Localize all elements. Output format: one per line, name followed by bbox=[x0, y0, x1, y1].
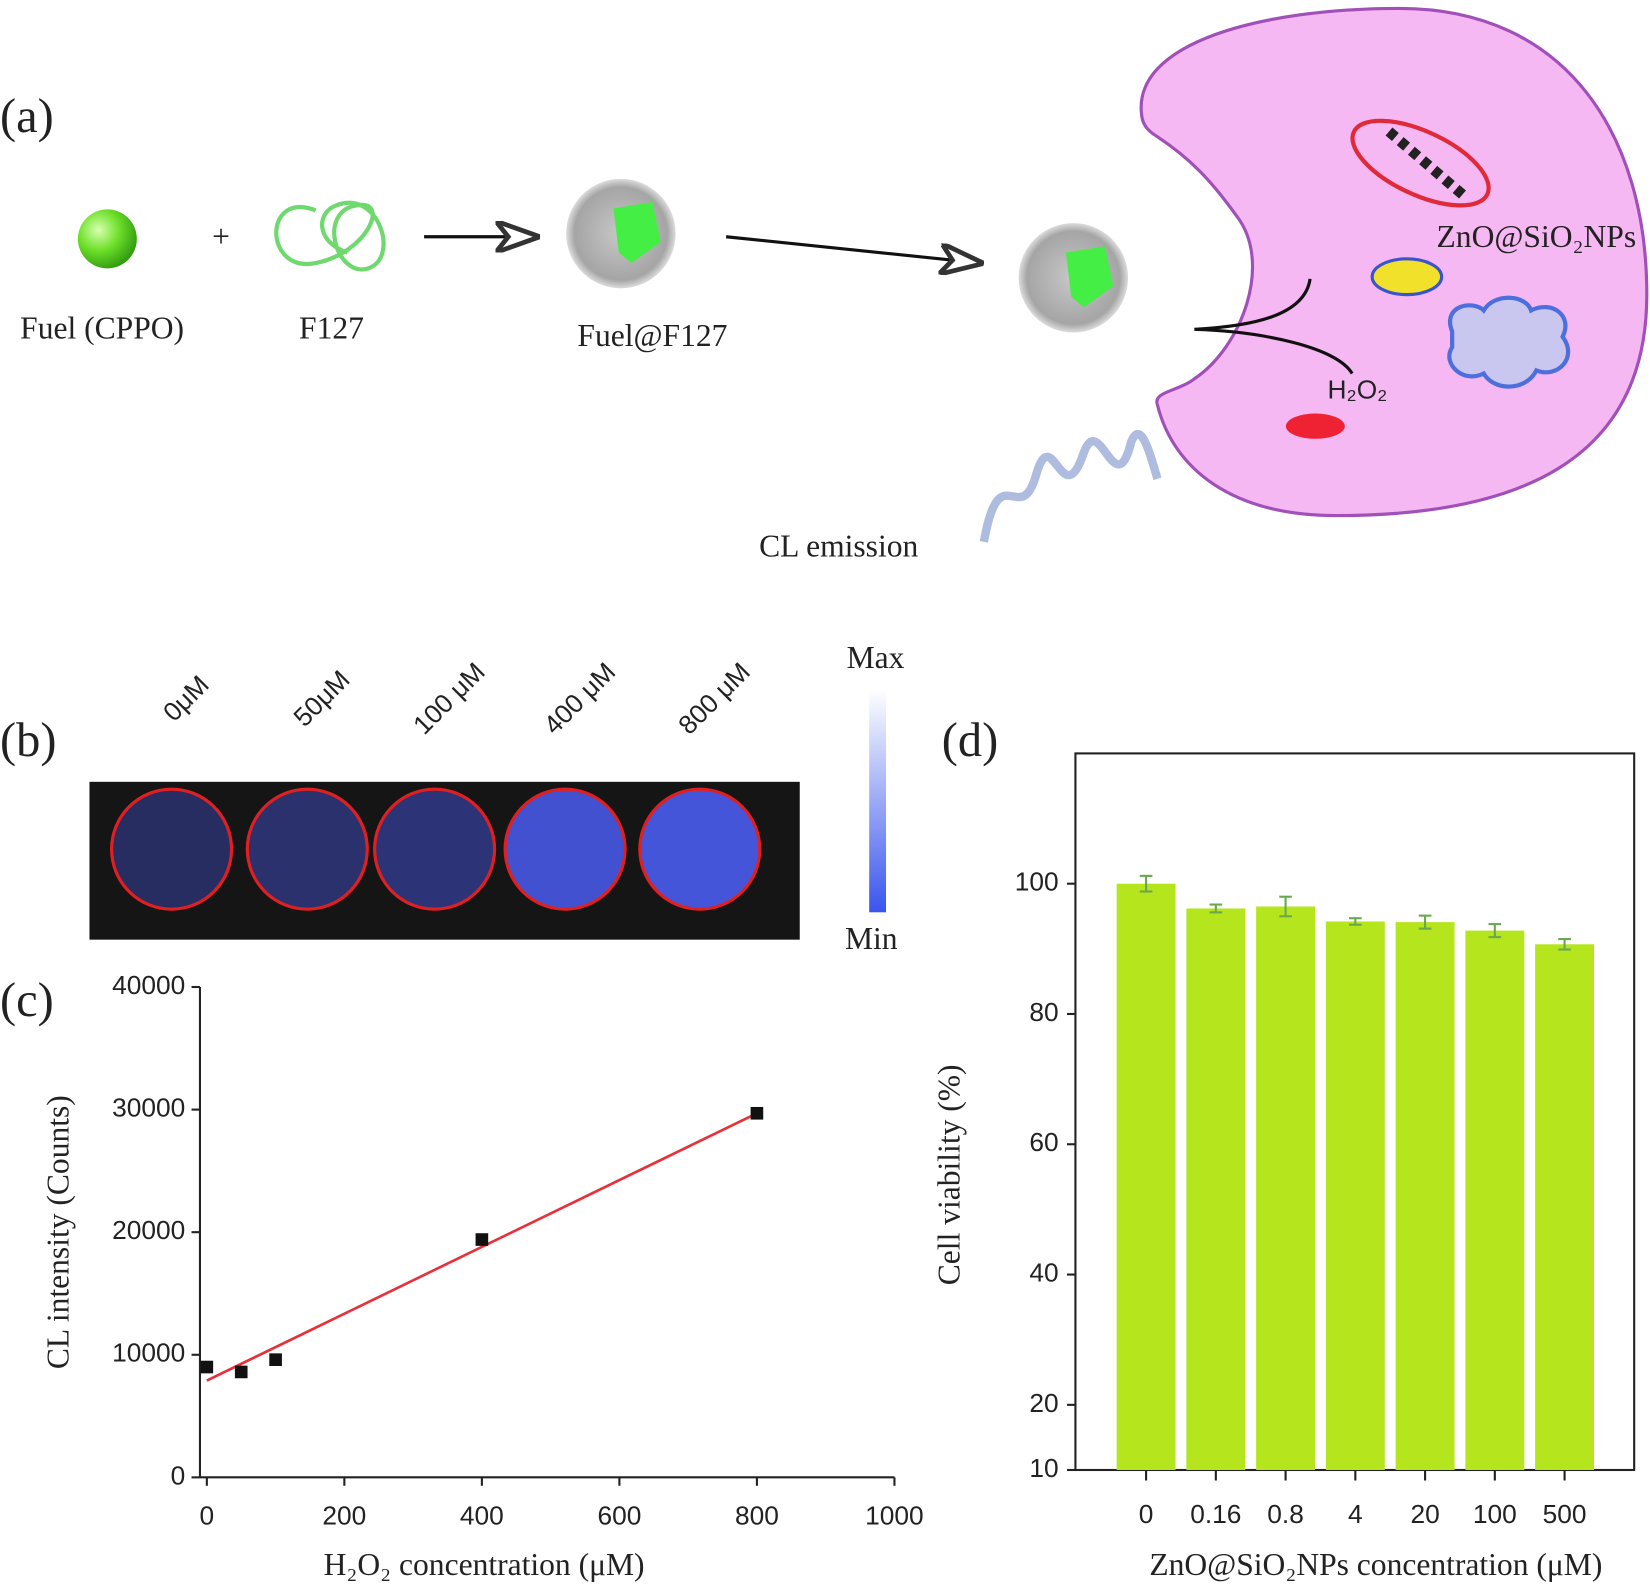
y-tick-label: 80 bbox=[1029, 997, 1058, 1027]
emission-label: CL emission bbox=[759, 529, 918, 564]
organelle bbox=[1285, 413, 1345, 439]
bar bbox=[1186, 908, 1246, 1470]
error-bar bbox=[1279, 895, 1292, 918]
bar bbox=[1256, 906, 1316, 1470]
organelle bbox=[1447, 295, 1571, 389]
well-label: 50μM bbox=[288, 664, 356, 732]
panel-label: (c) bbox=[0, 974, 54, 1027]
polymer-loop bbox=[274, 200, 386, 272]
fuel-sphere bbox=[77, 209, 137, 269]
well bbox=[373, 787, 497, 911]
emission-wave bbox=[979, 429, 1162, 543]
x-axis-title: ZnO@SiO₂NPs concentration (μM) bbox=[1149, 1547, 1602, 1582]
y-tick-label: 40 bbox=[1029, 1258, 1058, 1288]
y-tick-label: 30000 bbox=[112, 1093, 185, 1123]
x-tick-label: 100 bbox=[1473, 1499, 1517, 1529]
x-tick-label: 400 bbox=[460, 1500, 504, 1530]
bar bbox=[1465, 930, 1525, 1470]
y-tick-label: 0 bbox=[171, 1460, 186, 1490]
error-bar bbox=[1139, 874, 1153, 893]
dna bbox=[1385, 127, 1467, 199]
well bbox=[109, 787, 234, 911]
error-bar bbox=[1209, 903, 1223, 914]
panel-label: (d) bbox=[942, 714, 998, 767]
scale-min: Min bbox=[845, 921, 898, 956]
x-tick-label: 600 bbox=[597, 1500, 641, 1530]
data-point bbox=[269, 1353, 282, 1366]
nucleus bbox=[1350, 118, 1491, 208]
panel-label: (b) bbox=[0, 714, 56, 767]
error-bar bbox=[1488, 923, 1502, 939]
x-tick-label: 1000 bbox=[865, 1500, 924, 1530]
x-tick-label: 4 bbox=[1348, 1499, 1363, 1529]
y-tick-label: 60 bbox=[1029, 1127, 1058, 1157]
x-tick-label: 0.8 bbox=[1267, 1499, 1304, 1529]
micelle-core bbox=[613, 202, 661, 264]
x-tick-label: 0.16 bbox=[1190, 1499, 1241, 1529]
bar bbox=[1116, 883, 1176, 1470]
color-scale bbox=[869, 689, 887, 913]
error-bar bbox=[1418, 914, 1432, 930]
x-tick-label: 0 bbox=[1139, 1499, 1154, 1529]
data-point bbox=[475, 1233, 489, 1246]
data-point bbox=[750, 1106, 764, 1120]
error-bar bbox=[1558, 938, 1571, 951]
y-tick-label: 20 bbox=[1029, 1388, 1058, 1418]
bar bbox=[1395, 922, 1455, 1470]
micelle-label: Fuel@F127 bbox=[577, 318, 727, 353]
panel-label: (a) bbox=[0, 90, 54, 143]
wells bbox=[109, 787, 762, 911]
reaction-lines bbox=[1194, 278, 1354, 375]
y-tick-label: 10 bbox=[1029, 1453, 1058, 1483]
bar bbox=[1535, 944, 1595, 1470]
well-label: 800 μM bbox=[672, 656, 756, 740]
x-tick-label: 800 bbox=[735, 1500, 779, 1530]
y-tick-label: 100 bbox=[1015, 867, 1059, 897]
well bbox=[245, 787, 369, 911]
y-tick-label: 10000 bbox=[112, 1338, 185, 1368]
x-tick-label: 20 bbox=[1410, 1499, 1439, 1529]
organelle bbox=[1370, 257, 1444, 297]
polymer-label: F127 bbox=[299, 311, 364, 346]
x-tick-label: 0 bbox=[200, 1500, 215, 1530]
y-tick-label: 20000 bbox=[112, 1215, 185, 1245]
well-label: 0μM bbox=[157, 669, 215, 727]
well bbox=[638, 787, 762, 911]
plus-sign: + bbox=[212, 219, 230, 254]
y-tick-label: 40000 bbox=[112, 970, 185, 1000]
fit-line bbox=[206, 1112, 758, 1382]
scale-max: Max bbox=[847, 640, 905, 675]
bar bbox=[1325, 921, 1385, 1470]
fuel-label: Fuel (CPPO) bbox=[20, 311, 184, 346]
error-bar bbox=[1349, 917, 1362, 926]
x-tick-label: 200 bbox=[322, 1500, 366, 1530]
x-axis-title: H₂O₂ concentration (μM) bbox=[324, 1547, 645, 1582]
arrow bbox=[725, 235, 981, 263]
data-point bbox=[200, 1360, 214, 1374]
well bbox=[503, 787, 627, 911]
data-point bbox=[234, 1365, 248, 1379]
y-axis-title: CL intensity (Counts) bbox=[40, 1095, 75, 1369]
nanoparticles-label: ZnO@SiO₂NPs bbox=[1437, 219, 1637, 254]
oxidant-label: H₂O₂ bbox=[1328, 374, 1388, 404]
micelle-core bbox=[1065, 246, 1114, 308]
well-label: 400 μM bbox=[538, 656, 622, 740]
well-label: 100 μM bbox=[407, 656, 491, 740]
x-tick-label: 500 bbox=[1543, 1499, 1587, 1529]
y-axis-title: Cell viability (%) bbox=[932, 1064, 967, 1285]
